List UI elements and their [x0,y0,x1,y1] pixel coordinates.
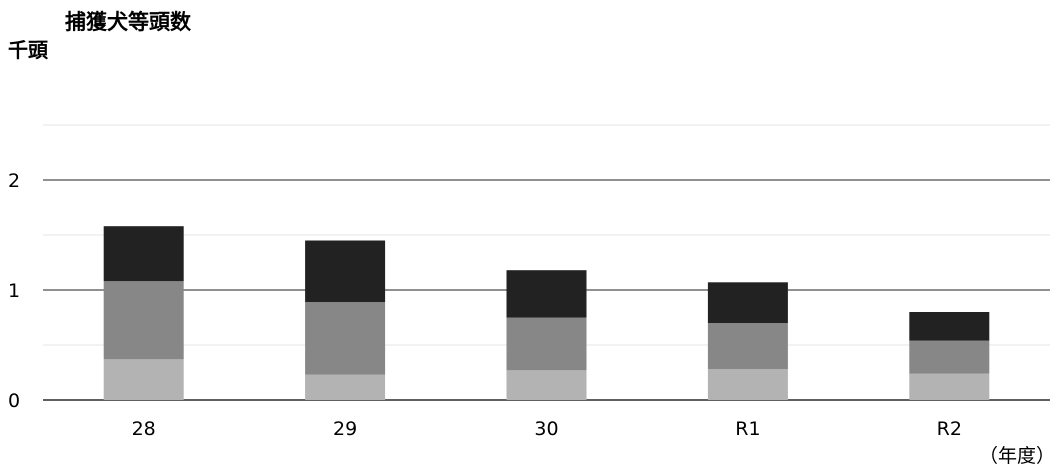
bar-segment-29-series-3 [305,240,386,303]
y-tick-label: 2 [8,170,20,192]
y-tick-label: 1 [8,280,20,302]
x-axis-unit: （年度） [978,445,1055,467]
bar-segment-R2-series-2 [909,340,990,374]
bar-segment-R2-series-1 [909,373,990,400]
bar-segment-R2-series-3 [909,312,990,341]
y-tick-label: 0 [8,390,20,412]
bar-segment-R1-series-2 [707,323,788,370]
bar-segment-30-series-3 [506,270,587,318]
bar-segment-28-series-1 [103,359,184,400]
bar-segment-29-series-2 [305,302,386,375]
y-axis-unit: 千頭 [8,38,48,62]
bar-segment-28-series-2 [103,281,184,360]
bar-segment-29-series-1 [305,374,386,400]
x-tick-label: R2 [937,418,962,440]
bar-segment-28-series-3 [103,226,184,282]
x-tick-label: 29 [333,418,357,440]
x-tick-label: 28 [132,418,156,440]
x-tick-label: 30 [534,418,558,440]
bar-segment-R1-series-1 [707,369,788,400]
bar-segment-30-series-2 [506,317,587,371]
chart-title: 捕獲犬等頭数 [65,10,191,34]
bar-segment-R1-series-3 [707,282,788,323]
x-tick-label: R1 [735,418,760,440]
bar-segment-30-series-1 [506,370,587,400]
